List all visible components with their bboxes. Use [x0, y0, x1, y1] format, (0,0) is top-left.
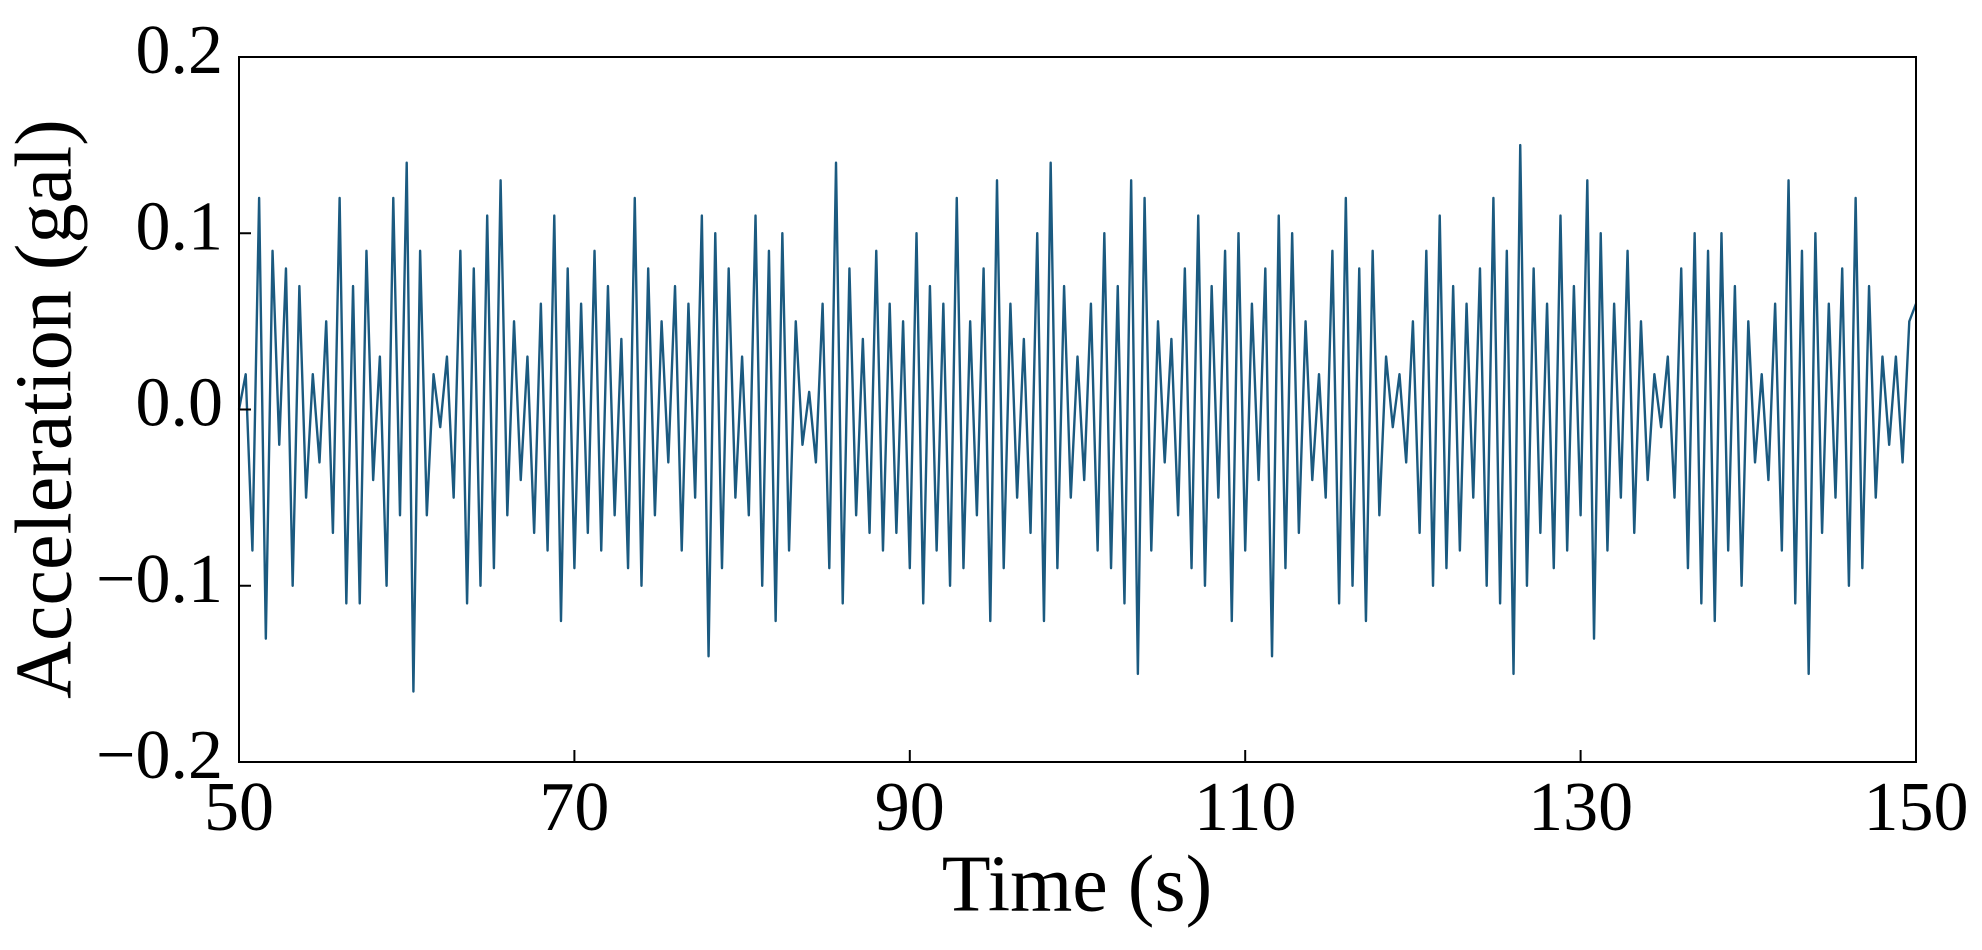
y-tick-label: 0.0	[136, 365, 224, 442]
y-tick-label: 0.1	[136, 188, 224, 265]
data-line	[237, 143, 1918, 693]
x-tick-label: 110	[1194, 769, 1296, 846]
y-axis-title: Acceleration (gal)	[0, 119, 88, 699]
x-tick-label: 70	[539, 769, 609, 846]
y-tick-label: −0.2	[96, 717, 223, 794]
x-axis-title: Time (s)	[942, 840, 1212, 928]
x-tick-label: 90	[875, 769, 945, 846]
x-tick-label: 50	[204, 769, 274, 846]
y-tick-label: −0.1	[96, 541, 223, 618]
x-tick-label: 150	[1864, 769, 1969, 846]
x-tick-label: 130	[1528, 769, 1633, 846]
y-tick-label: 0.2	[136, 12, 224, 89]
